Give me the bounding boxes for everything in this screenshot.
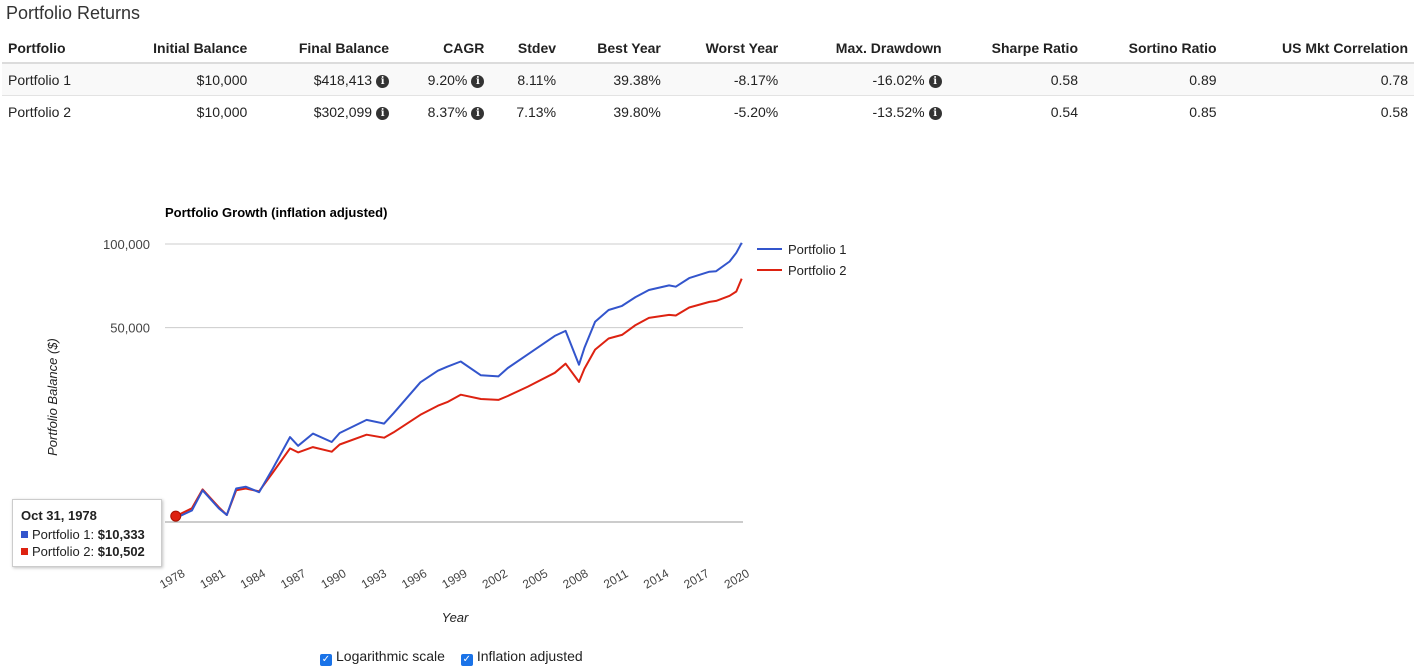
chart-tooltip: Oct 31, 1978 Portfolio 1: $10,333 Portfo… xyxy=(12,499,162,567)
final-balance-value: $302,099 xyxy=(313,103,373,120)
cell-us-mkt-correlation: 0.58 xyxy=(1380,103,1408,120)
table-row: Portfolio 1 $10,000 $418,413 i 9.20% i 8.1… xyxy=(2,63,1414,96)
x-tick-label: 2017 xyxy=(681,566,711,592)
info-icon[interactable]: i xyxy=(471,106,485,120)
max-drawdown-value: -13.52% xyxy=(872,103,925,120)
cell-us-mkt-correlation: 0.78 xyxy=(1222,63,1414,96)
col-header-cagr[interactable]: CAGR xyxy=(395,33,491,64)
cell-sharpe-ratio: 0.54 xyxy=(1050,103,1078,120)
legend-label: Portfolio 1 xyxy=(788,242,847,257)
inflation-adjusted-option[interactable]: ✓ Inflation adjusted xyxy=(460,648,583,666)
series-line-portfolio-1 xyxy=(175,242,743,519)
col-header-us-mkt-correlation[interactable]: US Mkt Correlation xyxy=(1222,33,1414,64)
tooltip-row-portfolio-2: Portfolio 2: $10,502 xyxy=(21,543,161,560)
x-axis-label: Year xyxy=(442,610,469,625)
info-icon[interactable]: i xyxy=(928,74,942,88)
table-row: Portfolio 2 $10,000 $302,099 i 8.37% i 7.1… xyxy=(2,96,1414,128)
cell-final-balance: $302,099 i xyxy=(253,96,395,128)
col-header-sortino-ratio[interactable]: Sortino Ratio xyxy=(1084,33,1223,64)
x-tick-label: 2011 xyxy=(601,566,631,591)
col-header-best-year[interactable]: Best Year xyxy=(562,33,667,64)
col-header-sharpe-ratio[interactable]: Sharpe Ratio xyxy=(947,33,1084,64)
info-icon[interactable]: i xyxy=(471,74,485,88)
legend-swatch xyxy=(21,548,28,555)
tooltip-label: Portfolio 1: xyxy=(32,527,95,542)
final-balance-value: $418,413 xyxy=(313,71,373,88)
series-line-portfolio-2 xyxy=(175,278,743,517)
inflation-adjusted-checkbox[interactable]: ✓ xyxy=(460,654,473,666)
x-tick-label: 2005 xyxy=(520,566,550,592)
col-header-worst-year[interactable]: Worst Year xyxy=(666,33,785,64)
cell-stdev: 7.13% xyxy=(516,103,557,120)
cagr-value: 9.20% xyxy=(427,71,468,88)
cagr-value: 8.37% xyxy=(427,103,468,120)
col-header-initial-balance[interactable]: Initial Balance xyxy=(106,33,254,64)
x-tick-label: 1990 xyxy=(318,566,348,592)
cell-worst-year: -5.20% xyxy=(733,103,779,120)
x-tick-label: 2020 xyxy=(722,566,752,592)
chart-title: Portfolio Growth (inflation adjusted) xyxy=(165,205,387,220)
col-header-final-balance[interactable]: Final Balance xyxy=(253,33,396,64)
log-scale-checkbox[interactable]: ✓ xyxy=(320,654,332,666)
cell-portfolio-name: Portfolio 1 xyxy=(2,63,107,96)
legend-label: Portfolio 2 xyxy=(788,263,847,278)
x-tick-label: 2008 xyxy=(560,566,590,592)
cell-final-balance: $418,413 i xyxy=(253,63,396,96)
log-scale-label[interactable]: Logarithmic scale xyxy=(336,648,445,664)
page-title: Portfolio Returns xyxy=(6,3,141,23)
max-drawdown-value: -16.02% xyxy=(872,71,925,88)
cell-max-drawdown: -13.52% i xyxy=(784,96,947,128)
info-icon[interactable]: i xyxy=(376,74,390,88)
hover-point xyxy=(170,510,182,522)
y-tick-label: 100,000 xyxy=(103,237,150,252)
x-tick-label: 2014 xyxy=(641,566,671,592)
cell-stdev: 8.11% xyxy=(490,63,563,96)
col-header-max-drawdown[interactable]: Max. Drawdown xyxy=(784,33,948,64)
tooltip-label: Portfolio 2: xyxy=(32,544,95,559)
table-header-row: Portfolio Initial Balance Final Balance … xyxy=(2,33,1414,64)
tooltip-value: $10,333 xyxy=(97,527,145,542)
info-icon[interactable]: i xyxy=(928,106,942,120)
cell-sortino-ratio: 0.89 xyxy=(1084,63,1223,96)
x-tick-label: 1984 xyxy=(238,566,268,592)
x-tick-label: 2002 xyxy=(480,566,510,592)
x-tick-label: 1981 xyxy=(197,566,227,592)
portfolio-returns-table: Portfolio Initial Balance Final Balance … xyxy=(2,33,1414,127)
cell-max-drawdown: -16.02% i xyxy=(784,63,948,96)
cell-cagr: 9.20% i xyxy=(395,63,491,96)
tooltip-row-portfolio-1: Portfolio 1: $10,333 xyxy=(21,526,161,543)
x-tick-label: 1978 xyxy=(157,566,187,592)
chart-options: ✓ Logarithmic scale ✓ Inflation adjusted xyxy=(320,648,595,666)
x-tick-label: 1987 xyxy=(278,566,308,592)
col-header-portfolio[interactable]: Portfolio xyxy=(2,33,107,64)
cell-initial-balance: $10,000 xyxy=(196,103,248,120)
tooltip-date: Oct 31, 1978 xyxy=(21,508,97,523)
cell-sharpe-ratio: 0.58 xyxy=(947,63,1084,96)
log-scale-option[interactable]: ✓ Logarithmic scale xyxy=(320,648,445,666)
cell-portfolio-name: Portfolio 2 xyxy=(8,103,72,120)
col-header-stdev[interactable]: Stdev xyxy=(490,33,563,64)
y-axis-label: Portfolio Balance ($) xyxy=(45,338,60,456)
legend-swatch xyxy=(21,531,28,538)
inflation-adjusted-label[interactable]: Inflation adjusted xyxy=(476,648,583,664)
cell-cagr: 8.37% i xyxy=(395,96,490,128)
cell-sortino-ratio: 0.85 xyxy=(1189,103,1217,120)
cell-best-year: 39.38% xyxy=(562,63,667,96)
x-tick-label: 1999 xyxy=(439,566,469,592)
x-tick-label: 1996 xyxy=(399,566,429,592)
cell-best-year: 39.80% xyxy=(613,103,661,120)
info-icon[interactable]: i xyxy=(376,106,390,120)
y-tick-label: 50,000 xyxy=(110,321,150,336)
cell-initial-balance: $10,000 xyxy=(106,63,254,96)
x-tick-label: 1993 xyxy=(359,566,389,592)
tooltip-value: $10,502 xyxy=(97,544,145,559)
cell-worst-year: -8.17% xyxy=(666,63,785,96)
